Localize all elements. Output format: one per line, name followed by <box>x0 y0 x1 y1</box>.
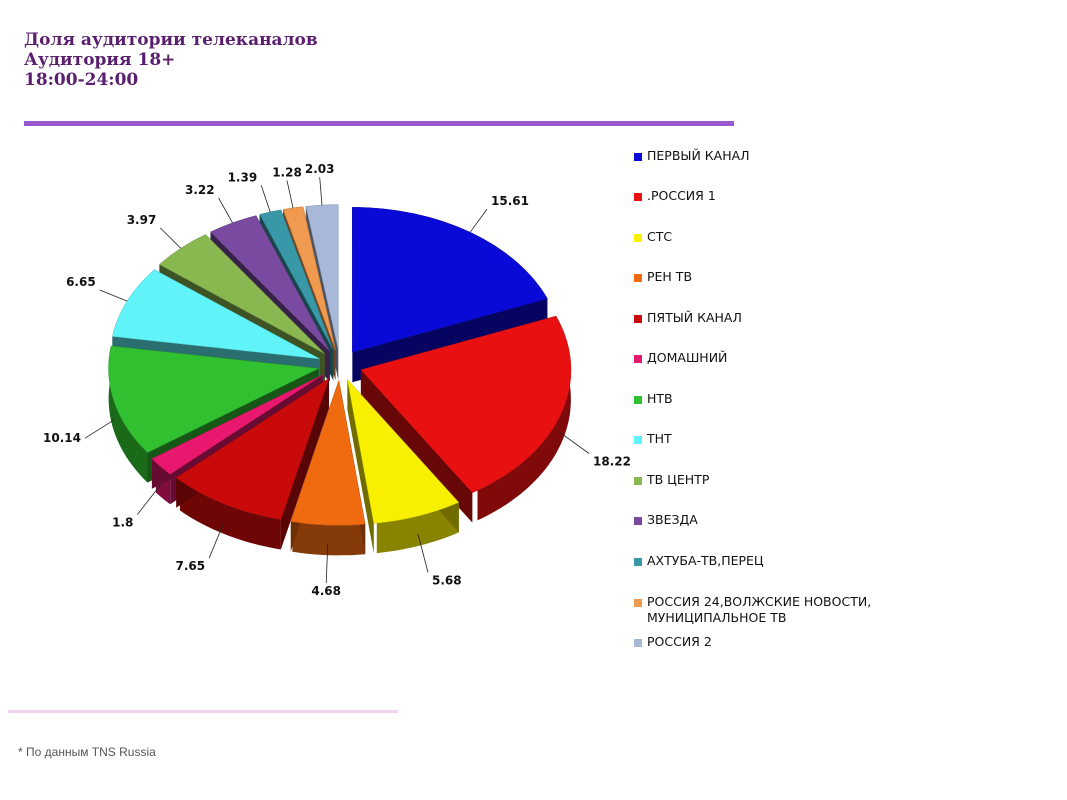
legend-label: ТНТ <box>647 431 672 446</box>
legend-item: РОССИЯ 2 <box>634 634 894 650</box>
legend-label: ЗВЕЗДА <box>647 512 698 527</box>
legend-item: АХТУБА-ТВ,ПЕРЕЦ <box>634 553 894 569</box>
slice-top-face <box>290 379 366 526</box>
title-line-1: Доля аудитории телеканалов <box>24 30 318 50</box>
legend-item: ДОМАШНИЙ <box>634 350 894 366</box>
legend-item: РОССИЯ 24,ВОЛЖСКИЕ НОВОСТИ, МУНИЦИПАЛЬНО… <box>634 594 894 626</box>
pie-slice-3 <box>346 378 460 554</box>
legend-swatch <box>634 639 642 647</box>
legend-swatch <box>634 436 642 444</box>
leader-line <box>99 289 128 302</box>
data-label: 1.8 <box>112 516 133 530</box>
data-label: 6.65 <box>66 275 96 289</box>
legend-item: ЗВЕЗДА <box>634 512 894 528</box>
legend-item: .РОССИЯ 1 <box>634 188 894 204</box>
legend-swatch <box>634 558 642 566</box>
legend-label: НТВ <box>647 391 673 406</box>
leader-line <box>137 484 161 515</box>
slice-top-face <box>346 378 460 524</box>
chart-title: Доля аудитории телеканалов Аудитория 18+… <box>24 30 318 90</box>
legend-item: ТВ ЦЕНТР <box>634 472 894 488</box>
legend-label: ПЯТЫЙ КАНАЛ <box>647 310 742 325</box>
data-label: 5.68 <box>432 573 462 587</box>
legend-item: ТНТ <box>634 431 894 447</box>
legend-label: РОССИЯ 24,ВОЛЖСКИЕ НОВОСТИ, МУНИЦИПАЛЬНО… <box>647 594 872 625</box>
legend-label: .РОССИЯ 1 <box>647 188 716 203</box>
slice-top-face <box>112 269 320 360</box>
slice-top-face <box>210 215 331 352</box>
legend-swatch <box>634 193 642 201</box>
legend-label: ПЕРВЫЙ КАНАЛ <box>647 148 750 163</box>
data-label: 18.22 <box>593 455 631 469</box>
legend-swatch <box>634 477 642 485</box>
slice-top-face <box>352 207 548 353</box>
slice-top-face <box>282 206 336 351</box>
leader-line <box>319 177 323 206</box>
legend-swatch <box>634 315 642 323</box>
slice-radial-wall <box>360 369 473 523</box>
legend-swatch <box>634 274 642 282</box>
data-label: 3.22 <box>185 183 215 197</box>
legend-item: ПЕРВЫЙ КАНАЛ <box>634 148 894 164</box>
leader-line <box>417 533 429 573</box>
data-label: 3.97 <box>127 213 157 227</box>
leader-line <box>286 180 294 208</box>
leader-line <box>260 185 271 213</box>
legend-label: АХТУБА-ТВ,ПЕРЕЦ <box>647 553 764 568</box>
data-label: 10.14 <box>43 431 81 445</box>
slice-radial-wall <box>280 378 330 550</box>
title-divider <box>24 121 734 126</box>
slice-top-face <box>108 345 320 453</box>
bottom-divider <box>8 710 398 713</box>
legend-swatch <box>634 599 642 607</box>
leader-line <box>160 227 182 249</box>
slice-outer-wall <box>108 346 148 483</box>
legend-swatch <box>634 153 642 161</box>
legend-item: РЕН ТВ <box>634 269 894 285</box>
slice-outer-wall <box>292 521 366 556</box>
legend-swatch <box>634 517 642 525</box>
data-label: 2.03 <box>305 162 335 176</box>
slice-top-face <box>158 234 326 355</box>
legend-swatch <box>634 355 642 363</box>
legend-label: ТВ ЦЕНТР <box>647 472 710 487</box>
title-line-2: Аудитория 18+ <box>24 50 176 70</box>
data-label: 1.39 <box>228 170 258 184</box>
leader-line <box>208 521 225 559</box>
legend-item: ПЯТЫЙ КАНАЛ <box>634 310 894 326</box>
legend-swatch <box>634 396 642 404</box>
slice-top-face <box>259 209 334 351</box>
slice-outer-wall <box>376 502 459 554</box>
slice-radial-wall <box>347 379 374 554</box>
legend-swatch <box>634 234 642 242</box>
pie-slice-5 <box>175 377 330 550</box>
source-footnote: * По данным TNS Russia <box>18 745 156 759</box>
leader-line <box>218 197 233 223</box>
legend-label: РЕН ТВ <box>647 269 693 284</box>
legend-item: СТС <box>634 229 894 245</box>
legend-label: ДОМАШНИЙ <box>647 350 728 365</box>
slice-top-face <box>151 374 324 475</box>
slice-outer-wall <box>179 480 281 550</box>
legend-label: СТС <box>647 229 673 244</box>
data-label: 4.68 <box>311 584 341 598</box>
data-label: 1.28 <box>272 166 302 180</box>
slice-top-face <box>360 315 572 494</box>
pie-slice-2 <box>360 315 572 523</box>
leader-line <box>469 208 488 233</box>
data-label: 7.65 <box>175 559 205 573</box>
legend-label: РОССИЯ 2 <box>647 634 712 649</box>
leader-line <box>560 432 590 454</box>
legend-item: НТВ <box>634 391 894 407</box>
leader-line <box>325 543 329 584</box>
data-label: 15.61 <box>491 194 529 208</box>
slice-top-face <box>175 377 330 520</box>
pie-slice-4 <box>290 379 366 556</box>
leader-line <box>84 419 115 439</box>
title-line-3: 18:00-24:00 <box>24 70 139 90</box>
slice-radial-wall <box>151 374 323 489</box>
